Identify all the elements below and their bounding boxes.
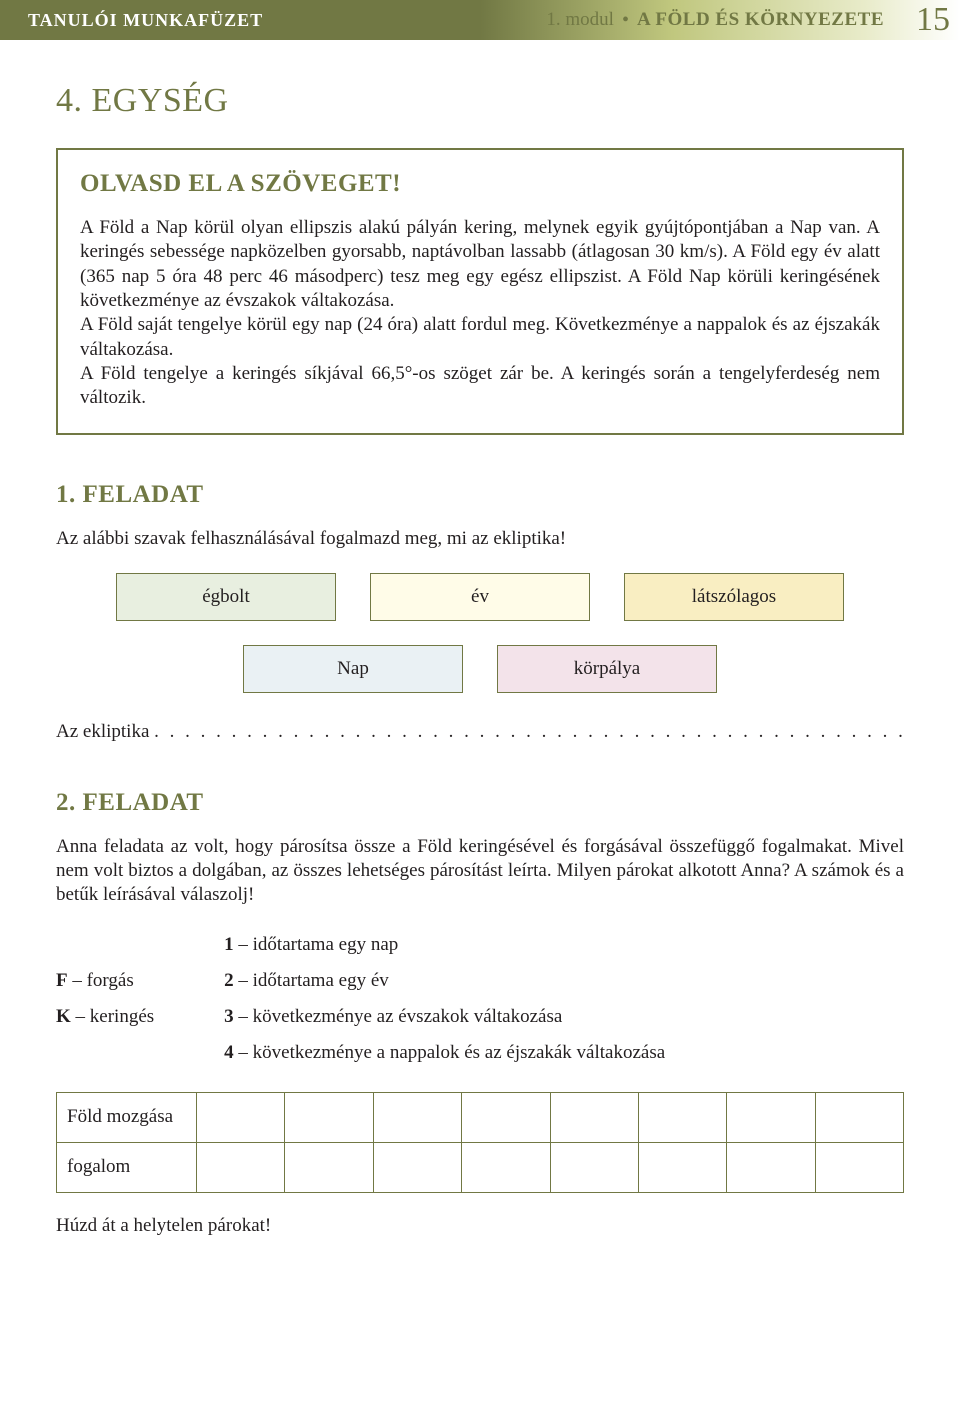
- page-content: 4. EGYSÉG OLVASD EL A SZÖVEGET! A Föld a…: [0, 40, 960, 1267]
- unit-title: 4. EGYSÉG: [56, 82, 904, 120]
- pair-left-column: F – forgás K – keringés: [56, 934, 154, 1064]
- word-row: Nap körpálya: [56, 645, 904, 693]
- answer-cell[interactable]: [550, 1092, 638, 1142]
- pair-left-item: F – forgás: [56, 970, 154, 992]
- answer-cell[interactable]: [285, 1092, 373, 1142]
- row-label: fogalom: [57, 1142, 197, 1192]
- answer-cell[interactable]: [638, 1092, 726, 1142]
- page-number: 15: [904, 1, 960, 39]
- answer-cell[interactable]: [462, 1092, 550, 1142]
- answer-cell[interactable]: [550, 1142, 638, 1192]
- pair-right-column: 1 – időtartama egy nap 2 – időtartama egy…: [224, 934, 665, 1064]
- fill-label: Az ekliptika: [56, 721, 149, 742]
- reading-heading: OLVASD EL A SZÖVEGET!: [80, 170, 880, 198]
- answer-cell[interactable]: [815, 1142, 903, 1192]
- word-chip: égbolt: [116, 573, 336, 621]
- pair-block: F – forgás K – keringés 1 – időtartama eg…: [56, 934, 904, 1064]
- pair-right-item: 2 – időtartama egy év: [224, 970, 665, 992]
- dotted-line: . . . . . . . . . . . . . . . . . . . . …: [154, 721, 904, 742]
- task1-instruction: Az alábbi szavak felhasználásával fogalm…: [56, 527, 904, 551]
- pair-right-item: 3 – következménye az évszakok váltakozás…: [224, 1006, 665, 1028]
- reading-box: OLVASD EL A SZÖVEGET! A Föld a Nap körül…: [56, 148, 904, 435]
- header-right: 1. modul • A FÖLD ÉS KÖRNYEZETE: [546, 9, 904, 32]
- answer-cell[interactable]: [727, 1142, 815, 1192]
- pair-right-item: 4 – következménye a nappalok és az éjsza…: [224, 1042, 665, 1064]
- answer-cell[interactable]: [197, 1092, 285, 1142]
- word-chip: látszólagos: [624, 573, 844, 621]
- row-label: Föld mozgása: [57, 1092, 197, 1142]
- task2-instruction: Anna feladata az volt, hogy párosítsa ös…: [56, 835, 904, 908]
- final-instruction: Húzd át a helytelen párokat!: [56, 1215, 904, 1237]
- header-module: 1. modul: [546, 9, 614, 31]
- fill-in-line[interactable]: Az ekliptika . . . . . . . . . . . . . .…: [56, 721, 904, 743]
- word-chip: körpálya: [497, 645, 717, 693]
- header-module-title: A FÖLD ÉS KÖRNYEZETE: [637, 9, 884, 31]
- answer-table[interactable]: Föld mozgásafogalom: [56, 1092, 904, 1193]
- pair-right-item: 1 – időtartama egy nap: [224, 934, 665, 956]
- answer-cell[interactable]: [462, 1142, 550, 1192]
- answer-cell[interactable]: [197, 1142, 285, 1192]
- task1-heading: 1. FELADAT: [56, 481, 904, 509]
- answer-cell[interactable]: [638, 1142, 726, 1192]
- page-header: TANULÓI MUNKAFÜZET 1. modul • A FÖLD ÉS …: [0, 0, 960, 40]
- pair-left-item: K – keringés: [56, 1006, 154, 1028]
- answer-cell[interactable]: [373, 1092, 461, 1142]
- word-chip: Nap: [243, 645, 463, 693]
- word-chip-container: égbolt év látszólagos Nap körpálya: [56, 573, 904, 693]
- table-row: fogalom: [57, 1142, 904, 1192]
- answer-cell[interactable]: [373, 1142, 461, 1192]
- table-row: Föld mozgása: [57, 1092, 904, 1142]
- answer-cell[interactable]: [285, 1142, 373, 1192]
- answer-cell[interactable]: [815, 1092, 903, 1142]
- task2-heading: 2. FELADAT: [56, 789, 904, 817]
- reading-text: A Föld a Nap körül olyan ellipszis alakú…: [80, 216, 880, 411]
- answer-cell[interactable]: [727, 1092, 815, 1142]
- word-row: égbolt év látszólagos: [56, 573, 904, 621]
- bullet-icon: •: [622, 9, 629, 32]
- header-left-title: TANULÓI MUNKAFÜZET: [28, 10, 546, 31]
- word-chip: év: [370, 573, 590, 621]
